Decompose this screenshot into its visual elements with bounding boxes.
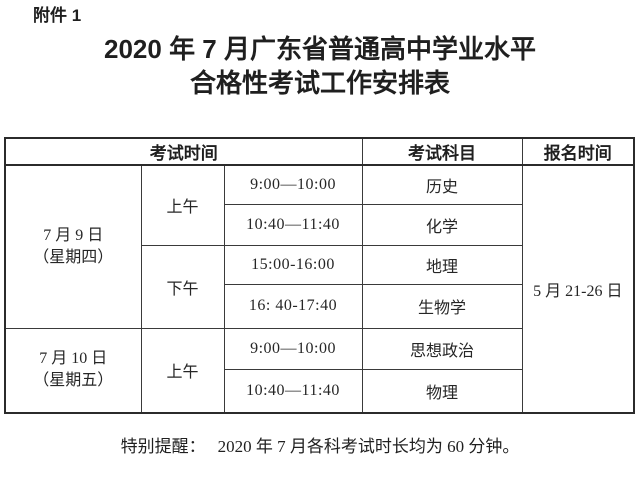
session-cell-morning: 上午 <box>140 327 225 414</box>
subject-cell: 历史 <box>361 164 523 205</box>
exam-time-header: 考试时间 <box>4 137 363 166</box>
date-cell-july-9: 7 月 9 日 （星期四） <box>4 164 142 329</box>
attachment-label: 附件 1 <box>33 6 82 25</box>
weekday-text: （星期五） <box>33 372 114 390</box>
time-cell: 10:40—11:40 <box>223 368 363 414</box>
session-cell-morning: 上午 <box>140 164 225 246</box>
table-row: 7 月 10 日 （星期五） 上午 9:00—10:00 思想政治 <box>4 327 634 414</box>
session-cell-afternoon: 下午 <box>140 244 225 329</box>
table-row: 10:40—11:40 物理 <box>5 368 634 414</box>
time-cell: 10:40—11:40 <box>223 203 363 246</box>
subject-cell: 化学 <box>361 203 523 246</box>
page-root: 附件 1 2020 年 7 月广东省普通高中学业水平 合格性考试工作安排表 考试… <box>0 6 640 459</box>
table-row: 10:40—11:40 化学 <box>5 203 634 246</box>
time-cell: 16: 40-17:40 <box>223 283 363 329</box>
registration-time-header: 报名时间 <box>521 137 635 166</box>
title-line-2: 合格性考试工作安排表 <box>189 68 450 98</box>
title-line-1: 2020 年 7 月广东省普通高中学业水平 <box>104 34 536 64</box>
subject-cell: 思想政治 <box>361 327 523 370</box>
subject-cell: 地理 <box>361 244 523 285</box>
table-header-row: 考试时间 考试科目 报名时间 <box>4 137 635 166</box>
time-cell: 9:00—10:00 <box>223 164 363 205</box>
time-cell: 9:00—10:00 <box>223 327 363 370</box>
footer-note: 特别提醒： 2020 年 7 月各科考试时长均为 60 分钟。 <box>0 434 640 459</box>
time-cell: 15:00-16:00 <box>223 244 363 285</box>
date-cell-july-10: 7 月 10 日 （星期五） <box>4 327 142 414</box>
subject-cell: 生物学 <box>361 283 523 329</box>
registration-cell: 5 月 21-26 日 <box>521 164 635 414</box>
footer-note-text: 2020 年 7 月各科考试时长均为 60 分钟。 <box>217 437 520 456</box>
footer-note-label: 特别提醒： <box>120 437 206 456</box>
exam-schedule-table: 考试时间 考试科目 报名时间 7 月 9 日 （星期四） 上午 9:00—10:… <box>4 137 636 414</box>
table-row: 16: 40-17:40 生物学 <box>5 283 634 329</box>
subject-cell: 物理 <box>361 368 523 414</box>
exam-subject-header: 考试科目 <box>361 137 523 166</box>
weekday-text: （星期四） <box>33 248 114 266</box>
date-text: 7 月 9 日 <box>43 226 104 244</box>
date-text: 7 月 10 日 <box>39 350 108 368</box>
page-title: 2020 年 7 月广东省普通高中学业水平 合格性考试工作安排表 <box>0 32 640 100</box>
table-row: 7 月 9 日 （星期四） 上午 9:00—10:00 历史 5 月 21-26… <box>4 164 635 414</box>
